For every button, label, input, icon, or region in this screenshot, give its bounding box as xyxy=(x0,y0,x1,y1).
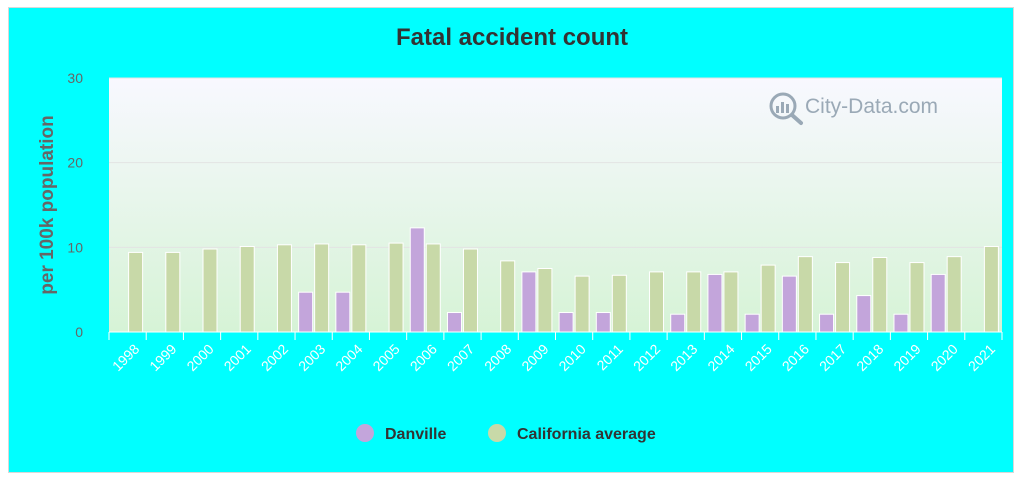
x-tick-label: 2007 xyxy=(444,341,477,374)
x-tick-label: 2014 xyxy=(704,341,737,374)
x-tick-label: 2012 xyxy=(630,341,663,374)
bar-danville-2006 xyxy=(409,227,425,333)
bar-danville-2018 xyxy=(856,295,872,333)
x-tick-label: 2019 xyxy=(890,341,923,374)
legend-swatch-california-average xyxy=(488,424,506,442)
legend: Danville California average xyxy=(356,424,656,443)
y-tick-label: 10 xyxy=(67,239,83,255)
bar-danville-2007 xyxy=(446,312,462,333)
x-tick-label: 2021 xyxy=(965,341,998,374)
bar-california-average-2001 xyxy=(239,245,255,333)
bar-california-average-2017 xyxy=(835,262,851,333)
bar-danville-2010 xyxy=(558,312,574,333)
bar-danville-2015 xyxy=(744,313,760,333)
bar-danville-2011 xyxy=(595,312,611,333)
bar-danville-2019 xyxy=(893,313,909,333)
x-tick-label: 2020 xyxy=(928,341,961,374)
magnifier-chart-icon xyxy=(769,92,803,125)
legend-swatch-danville xyxy=(356,424,374,442)
x-tick-label: 2015 xyxy=(742,341,775,374)
x-tick-label: 2016 xyxy=(779,341,812,374)
bar-california-average-1999 xyxy=(165,251,181,333)
legend-label-california-average: California average xyxy=(517,426,656,443)
bar-california-average-2002 xyxy=(276,244,292,333)
x-tick-label: 2004 xyxy=(332,341,365,374)
bar-california-average-2018 xyxy=(872,256,888,333)
legend-label-danville: Danville xyxy=(385,426,446,443)
x-tick-label: 2002 xyxy=(258,341,291,374)
watermark-text: City-Data.com xyxy=(805,95,938,118)
bar-california-average-2016 xyxy=(797,256,813,333)
bar-california-average-2011 xyxy=(611,274,627,333)
x-tick-label: 2000 xyxy=(183,341,216,374)
bar-danville-2016 xyxy=(781,275,797,333)
bar-danville-2009 xyxy=(521,271,537,333)
watermark: City-Data.com xyxy=(769,92,938,125)
y-axis-ticks: 0 10 20 30 xyxy=(67,70,83,340)
bar-california-average-2000 xyxy=(202,248,218,333)
x-tick-label: 2008 xyxy=(481,341,514,374)
bar-danville-2013 xyxy=(670,313,686,333)
x-tick-label: 2013 xyxy=(667,341,700,374)
bar-california-average-2010 xyxy=(574,275,590,333)
bar-danville-2004 xyxy=(335,291,351,333)
bar-california-average-2007 xyxy=(462,248,478,333)
bar-danville-2003 xyxy=(298,291,314,333)
x-axis-ticks: 1998 1999 2000 2001 2002 2003 2004 2005 2006 2007… xyxy=(108,332,1003,374)
x-tick-label: 2018 xyxy=(853,341,886,374)
bar-california-average-2003 xyxy=(314,243,330,333)
bar-california-average-2021 xyxy=(983,245,999,333)
bar-california-average-2020 xyxy=(946,256,962,333)
bar-california-average-2012 xyxy=(649,271,665,333)
bar-danville-2014 xyxy=(707,273,723,333)
x-tick-label: 1998 xyxy=(109,341,142,374)
x-tick-label: 2003 xyxy=(295,341,328,374)
bar-california-average-1998 xyxy=(128,251,144,333)
bar-california-average-2004 xyxy=(351,244,367,333)
chart-frame: Fatal accident count City-Data.com 0 10 20… xyxy=(8,7,1014,473)
chart-title: Fatal accident count xyxy=(396,24,628,51)
x-tick-label: 2009 xyxy=(518,341,551,374)
x-tick-label: 2011 xyxy=(593,341,626,374)
plot-area xyxy=(109,78,1002,332)
y-axis-label: per 100k population xyxy=(37,115,58,294)
bars xyxy=(128,227,999,333)
bar-california-average-2006 xyxy=(425,243,441,333)
y-tick-label: 0 xyxy=(75,324,83,340)
x-tick-label: 1999 xyxy=(146,341,179,374)
bar-danville-2020 xyxy=(930,273,946,333)
bar-california-average-2008 xyxy=(500,260,516,333)
bar-california-average-2009 xyxy=(537,268,553,333)
x-tick-label: 2017 xyxy=(816,341,849,374)
x-tick-label: 2001 xyxy=(221,341,254,374)
bar-danville-2017 xyxy=(819,313,835,333)
chart-svg: Fatal accident count City-Data.com 0 10 20… xyxy=(37,24,1003,443)
x-tick-label: 2010 xyxy=(555,341,588,374)
x-tick-label: 2005 xyxy=(369,341,402,374)
bar-california-average-2019 xyxy=(909,262,925,333)
y-tick-label: 20 xyxy=(67,155,83,171)
bar-california-average-2015 xyxy=(760,264,776,333)
bar-california-average-2005 xyxy=(388,242,404,333)
x-tick-label: 2006 xyxy=(407,341,440,374)
y-tick-label: 30 xyxy=(67,70,83,86)
bar-california-average-2014 xyxy=(723,271,739,333)
bar-california-average-2013 xyxy=(686,271,702,333)
